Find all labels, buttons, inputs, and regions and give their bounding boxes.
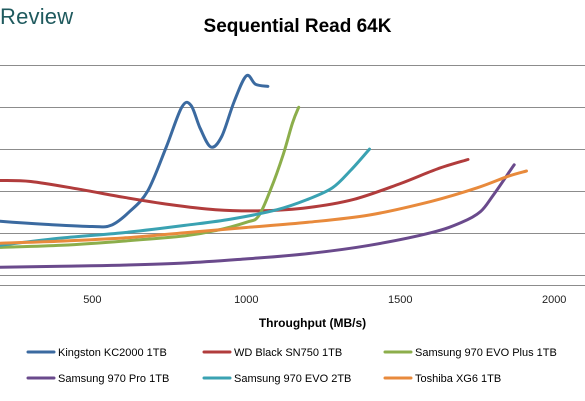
- brand-logo-text: Review: [0, 4, 74, 29]
- series-line-4: [0, 163, 516, 269]
- series-lines: [0, 73, 528, 269]
- x-tick-label: 1500: [388, 294, 412, 306]
- series-line-1: [0, 73, 270, 229]
- series-line-5: [0, 147, 371, 247]
- legend-label: Kingston KC2000 1TB: [58, 347, 167, 359]
- series-line-2: [0, 158, 470, 213]
- grid-lines: [0, 65, 585, 276]
- chart-title: Sequential Read 64K: [203, 16, 392, 37]
- series-line-3: [0, 105, 301, 249]
- x-tick-label: 1000: [234, 294, 258, 306]
- legend: Kingston KC2000 1TB WD Black SN750 1TB Sam…: [26, 347, 557, 385]
- legend-label: Samsung 970 EVO 2TB: [234, 373, 351, 385]
- series-line-6: [0, 169, 528, 245]
- legend-label: Samsung 970 Pro 1TB: [58, 373, 169, 385]
- x-tick-label: 2000: [542, 294, 566, 306]
- legend-label: Samsung 970 EVO Plus 1TB: [415, 347, 557, 359]
- x-tick-labels: 500 1000 1500 2000: [83, 294, 566, 306]
- x-axis-label: Throughput (MB/s): [259, 316, 366, 330]
- legend-label: WD Black SN750 1TB: [234, 347, 342, 359]
- legend-label: Toshiba XG6 1TB: [415, 373, 501, 385]
- x-tick-label: 500: [83, 294, 101, 306]
